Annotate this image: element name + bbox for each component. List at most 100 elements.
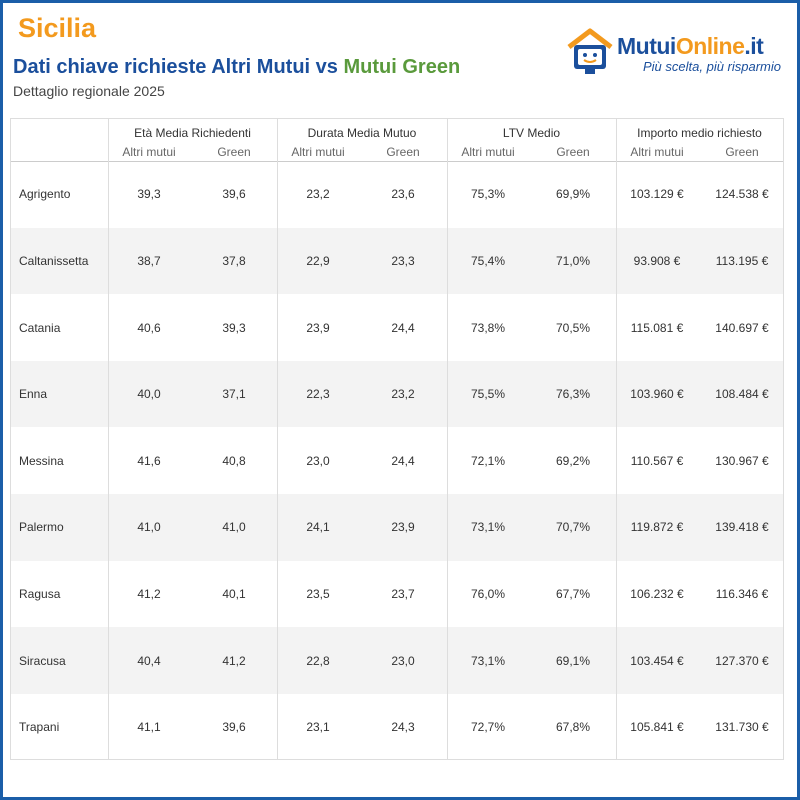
table-cell: 40,6 xyxy=(137,320,161,335)
table-cell: 103.960 € xyxy=(630,387,684,402)
region-name: Siracusa xyxy=(19,653,66,668)
table-cell: 37,8 xyxy=(222,253,246,268)
logo-a: Mutui xyxy=(617,33,676,59)
region-name: Trapani xyxy=(19,720,60,735)
group-header: Durata Media Mutuo xyxy=(307,126,417,140)
table-cell: 110.567 € xyxy=(630,453,684,468)
table-cell: 40,0 xyxy=(137,387,161,402)
table-cell: 24,4 xyxy=(391,453,415,468)
table-cell: 76,3% xyxy=(555,387,591,402)
table-cell: 71,0% xyxy=(555,253,591,268)
table: Età Media Richiedenti Durata Media Mutuo L… xyxy=(10,118,784,760)
region-title: Sicilia xyxy=(18,13,97,43)
table-cell: 70,7% xyxy=(555,520,591,535)
table-cell: 93.908 € xyxy=(633,253,681,268)
subheader: Altri mutui xyxy=(291,145,345,159)
logo-tagline: Più scelta, più risparmio xyxy=(643,59,781,74)
column-divider xyxy=(277,119,278,759)
table-cell: 69,9% xyxy=(555,187,591,202)
table-cell: 139.418 € xyxy=(715,520,769,535)
table-cell: 23,2 xyxy=(391,387,415,402)
header-rule xyxy=(11,161,783,162)
region-name: Ragusa xyxy=(19,586,61,601)
column-divider xyxy=(447,119,448,759)
table-cell: 69,1% xyxy=(555,653,591,668)
table-cell: 73,1% xyxy=(470,653,506,668)
group-header: LTV Medio xyxy=(502,126,561,140)
group-header: Importo medio richiesto xyxy=(637,126,762,140)
table-cell: 23,0 xyxy=(391,653,415,668)
subtitle: Dettaglio regionale 2025 xyxy=(13,83,165,99)
table-cell: 24,4 xyxy=(391,320,415,335)
table-cell: 113.195 € xyxy=(715,253,769,268)
table-cell: 23,9 xyxy=(391,520,415,535)
title-green: Mutui Green xyxy=(343,56,461,78)
table-cell: 103.129 € xyxy=(630,187,684,202)
title-start: Dati chiave richieste Altri Mutui vs xyxy=(13,56,338,78)
table-cell: 67,8% xyxy=(555,720,591,735)
row-band xyxy=(11,494,783,561)
row-band xyxy=(11,360,783,428)
table-cell: 105.841 € xyxy=(630,720,684,735)
table-cell: 73,1% xyxy=(470,520,506,535)
table-cell: 75,5% xyxy=(470,387,506,402)
subheader: Green xyxy=(556,145,590,159)
logo-icon xyxy=(567,28,613,74)
subheader: Altri mutui xyxy=(461,145,515,159)
title: Dati chiave richieste Altri Mutui vs Mut… xyxy=(13,56,460,79)
table-cell: 119.872 € xyxy=(630,520,684,535)
subheader: Green xyxy=(217,145,251,159)
table-cell: 67,7% xyxy=(555,586,591,601)
table-cell: 73,8% xyxy=(470,320,506,335)
table-cell: 124.538 € xyxy=(715,187,769,202)
table-cell: 39,6 xyxy=(222,720,246,735)
group-header: Età Media Richiedenti xyxy=(134,126,251,140)
table-cell: 41,1 xyxy=(137,720,161,735)
table-cell: 76,0% xyxy=(470,586,506,601)
table-cell: 22,8 xyxy=(306,653,330,668)
subheader: Altri mutui xyxy=(630,145,684,159)
region-name: Caltanissetta xyxy=(19,253,89,268)
region-name: Palermo xyxy=(19,520,64,535)
table-cell: 40,1 xyxy=(222,586,246,601)
table-cell: 131.730 € xyxy=(715,720,769,735)
table-cell: 106.232 € xyxy=(630,586,684,601)
table-cell: 41,0 xyxy=(137,520,161,535)
table-cell: 115.081 € xyxy=(630,320,684,335)
table-cell: 23,5 xyxy=(306,586,330,601)
table-cell: 23,0 xyxy=(306,453,330,468)
table-cell: 41,2 xyxy=(137,586,161,601)
table-cell: 38,7 xyxy=(137,253,161,268)
table-cell: 24,1 xyxy=(306,520,330,535)
table-cell: 22,3 xyxy=(306,387,330,402)
table-cell: 41,2 xyxy=(222,653,246,668)
table-cell: 127.370 € xyxy=(715,653,769,668)
table-cell: 70,5% xyxy=(555,320,591,335)
region-name: Enna xyxy=(19,387,48,402)
table-cell: 41,0 xyxy=(222,520,246,535)
row-band xyxy=(11,227,783,295)
table-cell: 37,1 xyxy=(222,387,246,402)
table-cell: 108.484 € xyxy=(715,387,769,402)
subheader: Altri mutui xyxy=(122,145,176,159)
table-cell: 116.346 € xyxy=(715,586,769,601)
region-name: Agrigento xyxy=(19,187,71,202)
logo-b: Online xyxy=(675,33,745,59)
logo-text: MutuiOnline.it xyxy=(617,33,764,60)
subheader: Green xyxy=(386,145,420,159)
table-cell: 140.697 € xyxy=(715,320,769,335)
table-cell: 72,1% xyxy=(470,453,506,468)
table-cell: 23,7 xyxy=(391,586,415,601)
table-cell: 23,1 xyxy=(306,720,330,735)
table-cell: 23,3 xyxy=(391,253,415,268)
table-cell: 130.967 € xyxy=(715,453,769,468)
table-cell: 39,3 xyxy=(222,320,246,335)
table-cell: 39,3 xyxy=(137,187,161,202)
table-cell: 75,3% xyxy=(470,187,506,202)
table-cell: 41,6 xyxy=(137,453,161,468)
table-cell: 40,4 xyxy=(137,653,161,668)
table-cell: 75,4% xyxy=(470,253,506,268)
table-cell: 22,9 xyxy=(306,253,330,268)
column-divider xyxy=(108,119,109,759)
